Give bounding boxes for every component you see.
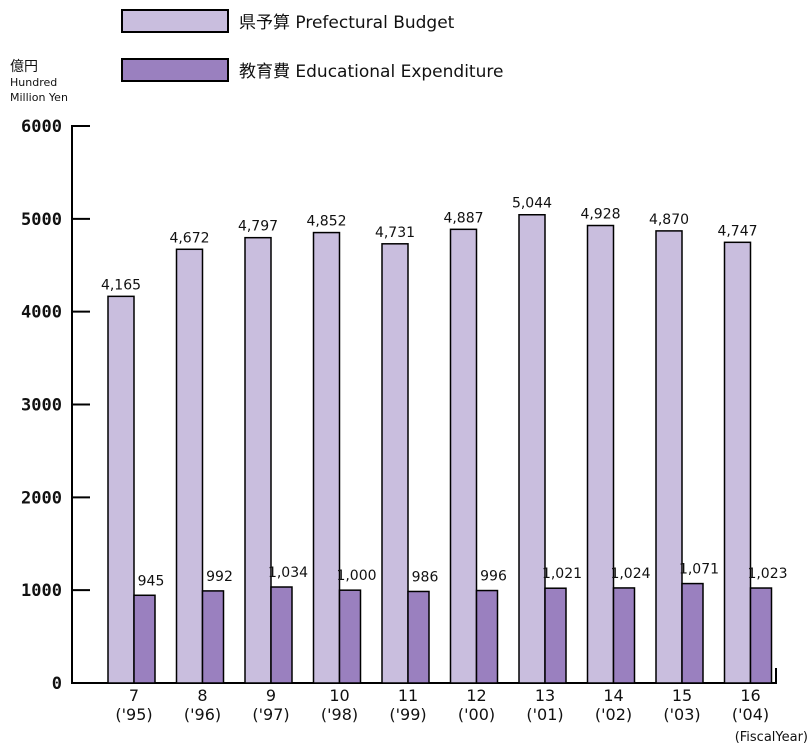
x-tick-label-year: 8: [197, 686, 207, 705]
y-tick-label: 4000: [21, 303, 62, 323]
legend-swatch-budget: [121, 9, 229, 33]
x-tick-label-western: ('95): [115, 705, 152, 724]
data-label-budget: 4,797: [238, 219, 278, 235]
bar-education: [338, 589, 362, 684]
bar-education: [544, 587, 567, 684]
data-label-education: 1,034: [268, 565, 308, 581]
bar-education: [407, 590, 430, 684]
bar-education: [270, 586, 293, 684]
y-tick-label: 1000: [21, 581, 62, 601]
y-unit-line2: Million Yen: [10, 91, 68, 104]
data-label-education: 996: [480, 569, 507, 585]
x-tick-label-year: 14: [603, 686, 623, 705]
bar-budget: [655, 230, 683, 684]
x-tick-label-western: ('04): [732, 705, 769, 724]
x-tick-label-year: 11: [398, 686, 418, 705]
data-label-education: 1,000: [336, 568, 376, 584]
y-tick-label: 2000: [21, 488, 62, 508]
data-label-budget: 4,672: [169, 230, 209, 246]
bar-education: [201, 590, 225, 684]
data-label-budget: 5,044: [512, 196, 552, 212]
y-tick-label: 5000: [21, 210, 62, 230]
data-label-budget: 4,870: [649, 212, 689, 228]
x-tick-label-western: ('01): [526, 705, 563, 724]
data-label-education: 1,024: [610, 566, 650, 582]
x-tick-label-year: 10: [329, 686, 349, 705]
x-tick-label-western: ('00): [458, 705, 495, 724]
legend: 県予算 Prefectural Budget 教育費 Educational E…: [121, 9, 503, 82]
y-unit-main: 億円: [10, 59, 38, 75]
legend-swatch-education: [121, 58, 229, 82]
data-label-budget: 4,887: [443, 210, 483, 226]
data-label-budget: 4,747: [717, 223, 757, 239]
bar-education: [475, 589, 499, 684]
bar-budget: [107, 295, 135, 684]
data-label-education: 1,071: [679, 562, 719, 578]
data-label-budget: 4,928: [580, 207, 620, 223]
x-tick-label-western: ('98): [321, 705, 358, 724]
bar-budget: [449, 228, 478, 684]
bar-education: [612, 587, 636, 684]
y-tick-label: 6000: [21, 117, 62, 137]
bar-budget: [518, 213, 546, 684]
bar-budget: [175, 248, 204, 684]
y-axis-unit: 億円 Hundred Million Yen: [10, 59, 68, 104]
x-tick-label-western: ('02): [595, 705, 632, 724]
legend-label-education: 教育費 Educational Expenditure: [239, 62, 503, 82]
data-label-education: 1,021: [542, 566, 582, 582]
x-tick-label-western: ('99): [389, 705, 426, 724]
x-tick-label-year: 16: [740, 686, 760, 705]
x-axis-unit: (FiscalYear): [735, 730, 808, 745]
data-label-budget: 4,731: [375, 225, 415, 241]
x-tick-label-year: 13: [535, 686, 555, 705]
data-label-education: 945: [138, 573, 165, 589]
y-ticks: 0 1000 2000 3000 4000 5000 6000: [21, 117, 90, 694]
x-ticks: 7('95) 8('96) 9('97) 10('98) 11('99) 12('00) 1…: [115, 686, 769, 724]
x-tick-label-year: 9: [266, 686, 276, 705]
legend-label-budget: 県予算 Prefectural Budget: [239, 13, 455, 33]
y-unit-line1: Hundred: [10, 76, 57, 89]
bar-education: [749, 587, 773, 684]
data-label-budget: 4,165: [101, 277, 141, 293]
data-label-education: 1,023: [747, 566, 787, 582]
x-tick-label-year: 7: [129, 686, 139, 705]
x-tick-label-year: 12: [466, 686, 486, 705]
x-tick-label-western: ('96): [184, 705, 221, 724]
data-label-education: 992: [206, 569, 233, 585]
bar-budget: [723, 241, 752, 684]
data-label-education: 986: [412, 569, 439, 585]
bar-budget: [312, 231, 341, 684]
bar-budget: [244, 236, 272, 684]
bar-budget: [586, 224, 615, 684]
bar-education: [681, 582, 704, 684]
y-tick-label: 3000: [21, 396, 62, 416]
x-tick-label-western: ('03): [663, 705, 700, 724]
bar-education: [133, 594, 156, 684]
y-tick-label: 0: [52, 674, 62, 694]
data-label-budget: 4,852: [306, 214, 346, 230]
bar-budget: [381, 243, 409, 684]
bars: 4,165 945 4,672 992 4,797 1,034 4,852 1,000 4,73…: [101, 196, 788, 684]
x-tick-label-year: 15: [672, 686, 692, 705]
x-tick-label-western: ('97): [252, 705, 289, 724]
